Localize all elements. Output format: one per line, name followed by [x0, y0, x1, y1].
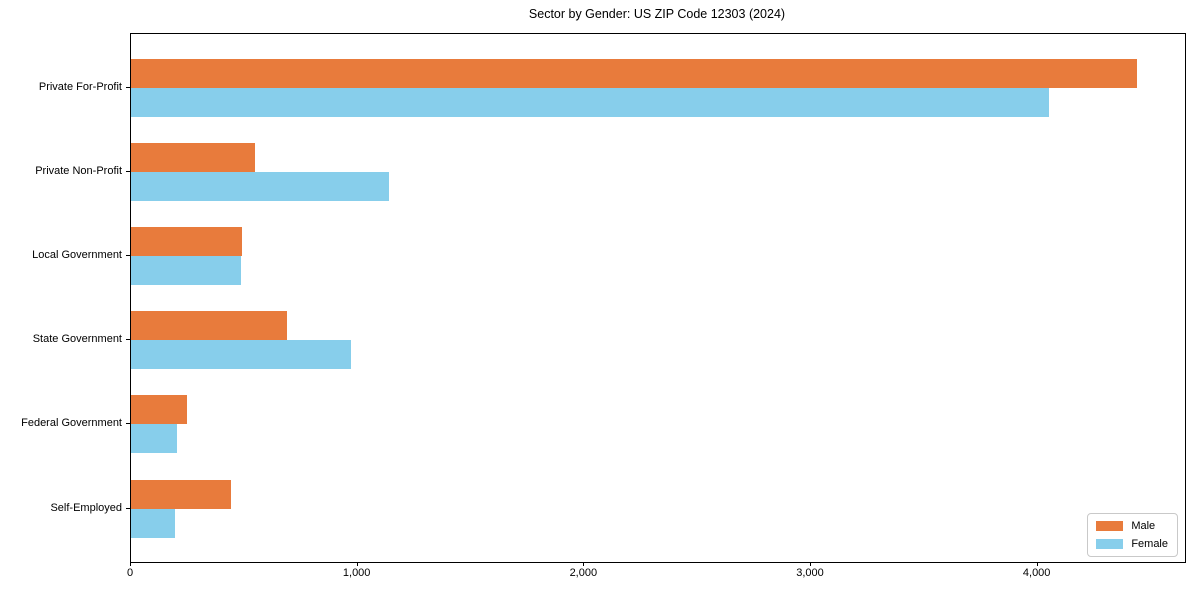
y-tick-mark — [126, 86, 130, 88]
y-axis-label-local-government: Local Government — [32, 248, 122, 261]
legend-item-female: Female — [1096, 538, 1168, 550]
legend-swatch-female — [1096, 539, 1124, 549]
bar-female-private-for-profit — [131, 87, 1049, 117]
bar-male-private-non-profit — [131, 142, 255, 172]
bar-female-state-government — [131, 340, 351, 370]
legend-item-male: Male — [1096, 520, 1168, 532]
legend-swatch-male — [1096, 521, 1124, 531]
bar-female-private-non-profit — [131, 171, 390, 201]
x-axis-tick-label-2000: 2,000 — [569, 567, 598, 579]
bar-female-self-employed — [131, 508, 176, 538]
chart-title: Sector by Gender: US ZIP Code 12303 (202… — [528, 7, 786, 21]
bar-male-self-employed — [131, 479, 231, 509]
x-tick-mark — [356, 562, 358, 566]
y-tick-mark — [126, 254, 130, 256]
legend-label-female: Female — [1131, 538, 1168, 550]
x-tick-mark — [1036, 562, 1038, 566]
y-tick-mark — [126, 507, 130, 509]
legend: Male Female — [1087, 513, 1178, 557]
bar-male-federal-government — [131, 395, 187, 425]
y-axis-label-private-non-profit: Private Non-Profit — [35, 164, 122, 177]
plot-area: Male Female — [130, 33, 1186, 563]
bar-male-local-government — [131, 226, 243, 256]
legend-label-male: Male — [1131, 520, 1156, 532]
bar-male-private-for-profit — [131, 58, 1138, 88]
x-tick-mark — [130, 562, 131, 566]
y-tick-mark — [126, 339, 130, 341]
x-axis-tick-label-4000: 4,000 — [1022, 567, 1051, 579]
x-axis-tick-label-0: 0 — [126, 567, 134, 579]
y-axis-label-state-government: State Government — [32, 333, 122, 346]
y-tick-mark — [126, 423, 130, 425]
y-axis-label-private-for-profit: Private For-Profit — [38, 80, 122, 93]
bar-male-state-government — [131, 311, 288, 341]
y-axis-label-federal-government: Federal Government — [21, 417, 122, 430]
x-axis-tick-label-1000: 1,000 — [342, 567, 371, 579]
bar-female-federal-government — [131, 424, 178, 454]
y-tick-mark — [126, 170, 130, 172]
y-axis-label-self-employed: Self-Employed — [50, 501, 122, 514]
bar-female-local-government — [131, 255, 241, 285]
x-axis-tick-label-3000: 3,000 — [796, 567, 824, 579]
x-tick-mark — [583, 562, 585, 566]
x-tick-mark — [810, 562, 811, 566]
